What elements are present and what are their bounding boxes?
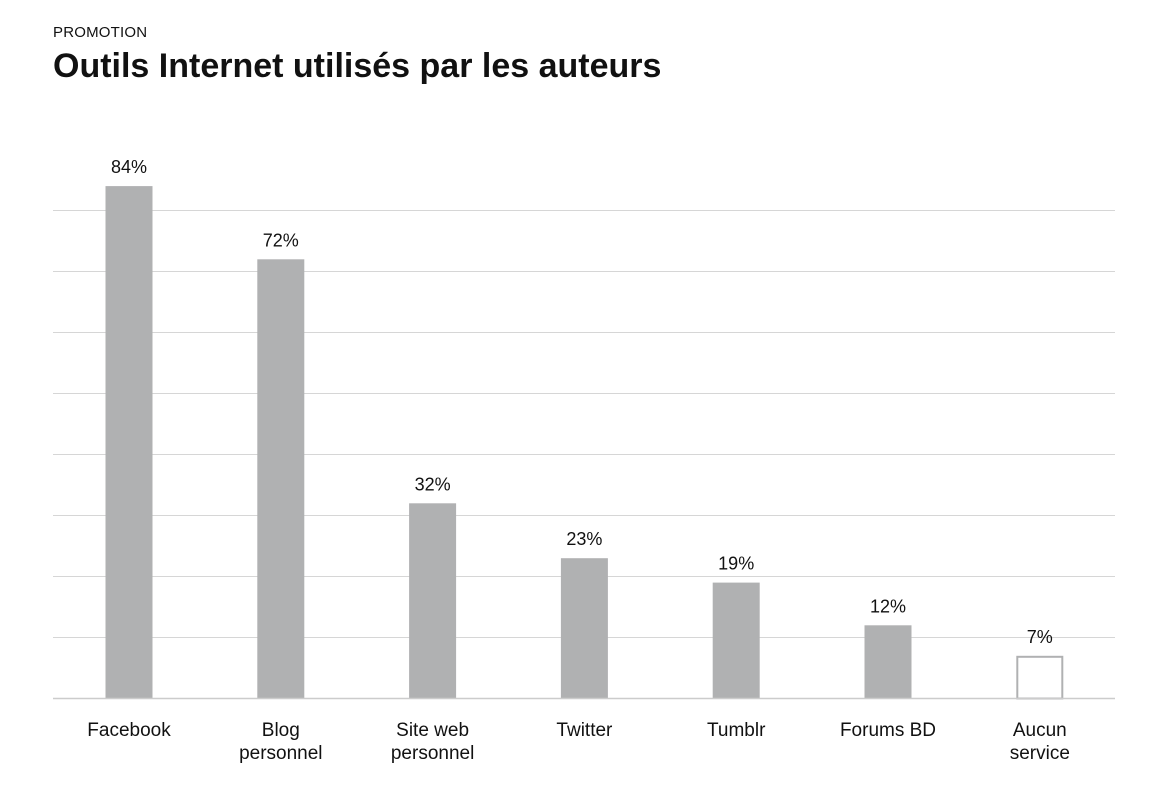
data-label: 23% xyxy=(566,529,602,549)
category-label-line: personnel xyxy=(391,743,474,764)
category-label-line: Twitter xyxy=(556,720,613,741)
category-label: Tumblr xyxy=(707,720,766,741)
data-label: 12% xyxy=(870,596,906,616)
category-label: Aucun service xyxy=(1010,720,1070,764)
data-label: 19% xyxy=(718,554,754,574)
bar xyxy=(864,625,912,699)
category-label-line: Blog xyxy=(262,720,300,741)
chart-kicker: PROMOTION xyxy=(53,24,148,41)
category-label-line: Facebook xyxy=(87,720,171,741)
category-label: Site web personnel xyxy=(391,720,474,764)
bar xyxy=(257,259,305,699)
category-label: Twitter xyxy=(556,720,613,741)
category-label-line: Forums BD xyxy=(840,720,936,741)
data-label: 72% xyxy=(263,230,299,250)
bar xyxy=(712,582,760,699)
category-label: Facebook xyxy=(87,720,171,741)
category-label-line: service xyxy=(1010,743,1070,764)
category-label: Forums BD xyxy=(840,720,936,741)
chart-title: Outils Internet utilisés par les auteurs xyxy=(53,47,662,85)
category-label-line: Site web xyxy=(396,720,469,741)
bar xyxy=(560,558,608,699)
data-label: 7% xyxy=(1027,627,1053,647)
data-label: 84% xyxy=(111,157,147,177)
value-labels: 84% 72% 32% 23% 19% 12% 7% xyxy=(111,157,1053,647)
category-label: Blog personnel xyxy=(239,720,322,764)
category-label-line: personnel xyxy=(239,743,322,764)
bar xyxy=(1016,655,1064,700)
bar xyxy=(409,503,457,699)
category-label-line: Aucun xyxy=(1013,720,1067,741)
bars xyxy=(105,186,1064,700)
bar xyxy=(105,186,153,699)
data-label: 32% xyxy=(415,474,451,494)
category-label-line: Tumblr xyxy=(707,720,766,741)
